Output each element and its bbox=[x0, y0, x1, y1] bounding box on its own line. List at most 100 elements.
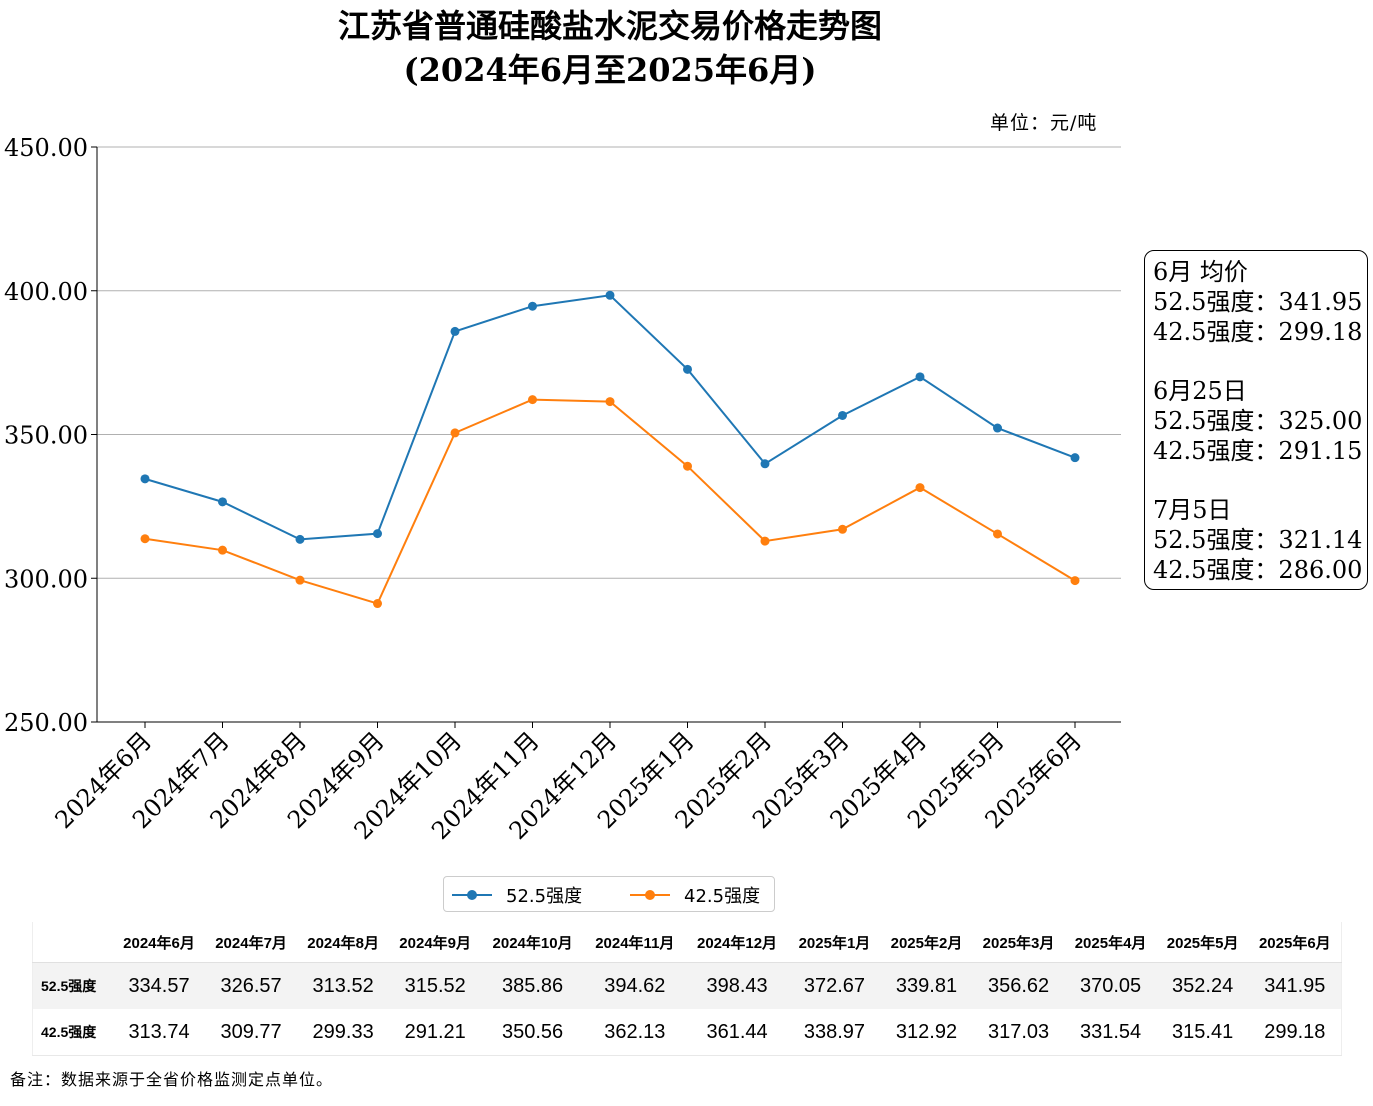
legend-label: 42.5强度 bbox=[684, 886, 761, 907]
data-point bbox=[1070, 453, 1080, 463]
table-cell: 398.43 bbox=[685, 962, 789, 1009]
table-cell: 339.81 bbox=[880, 962, 973, 1009]
series-line-52-5 bbox=[144, 294, 1076, 541]
y-tick-label: 450.00 bbox=[4, 134, 88, 162]
data-point bbox=[450, 428, 460, 438]
table-header: 2024年8月 bbox=[307, 934, 379, 952]
data-point bbox=[605, 290, 615, 300]
y-tick-label: 250.00 bbox=[4, 709, 88, 737]
data-point bbox=[760, 536, 770, 546]
legend-item-52-5: 52.5强度 bbox=[452, 883, 582, 907]
table-corner bbox=[33, 922, 114, 963]
table-header: 2025年4月 bbox=[1074, 934, 1147, 952]
legend-line-icon bbox=[452, 890, 492, 900]
table-cell: 299.18 bbox=[1248, 1009, 1342, 1056]
table-header: 2024年10月 bbox=[492, 934, 573, 952]
table-cell: 309.77 bbox=[205, 1009, 298, 1056]
info-block-june-avg: 6月 均价 52.5强度：341.95 42.5强度：299.18 bbox=[1153, 257, 1367, 347]
table-cell: 312.92 bbox=[880, 1009, 973, 1056]
table-cell: 313.74 bbox=[113, 1009, 206, 1056]
data-point bbox=[915, 483, 925, 493]
table-header: 2025年3月 bbox=[982, 934, 1055, 952]
table-header: 2024年12月 bbox=[697, 934, 778, 952]
data-point bbox=[838, 410, 847, 420]
data-point bbox=[993, 423, 1002, 433]
info-block-june-25: 6月25日 52.5强度：325.00 42.5强度：291.15 bbox=[1153, 376, 1367, 466]
data-point bbox=[450, 326, 460, 336]
table-cell: 313.52 bbox=[297, 962, 390, 1009]
price-info-box: 6月 均价 52.5强度：341.95 42.5强度：299.18 6月25日 … bbox=[1144, 250, 1368, 590]
data-point bbox=[683, 364, 692, 374]
table-cell: 338.97 bbox=[788, 1009, 881, 1056]
data-point bbox=[683, 461, 692, 471]
info-line: 52.5强度：325.00 bbox=[1153, 407, 1363, 435]
table-cell: 315.52 bbox=[389, 962, 482, 1009]
data-point bbox=[1070, 576, 1080, 586]
table-cell: 341.95 bbox=[1248, 962, 1342, 1009]
table-cell: 361.44 bbox=[685, 1009, 789, 1056]
info-line: 42.5强度：286.00 bbox=[1153, 556, 1363, 584]
data-point bbox=[528, 301, 537, 311]
legend-label: 52.5强度 bbox=[506, 886, 583, 907]
info-line: 42.5强度：291.15 bbox=[1153, 437, 1363, 465]
info-line: 52.5强度：341.95 bbox=[1153, 288, 1363, 316]
table-cell: 326.57 bbox=[205, 962, 298, 1009]
info-block-july-5: 7月5日 52.5强度：321.14 42.5强度：286.00 bbox=[1153, 495, 1367, 585]
table-header: 2025年5月 bbox=[1166, 934, 1239, 952]
data-point bbox=[528, 395, 537, 405]
row-label: 42.5强度 bbox=[32, 1009, 113, 1056]
data-point bbox=[838, 524, 847, 534]
table-header: 2024年7月 bbox=[215, 934, 287, 952]
table-cell: 394.62 bbox=[583, 962, 686, 1009]
table-header: 2024年11月 bbox=[595, 934, 675, 952]
info-line: 42.5强度：299.18 bbox=[1153, 318, 1363, 346]
data-point bbox=[915, 372, 925, 382]
info-heading: 7月5日 bbox=[1153, 496, 1232, 524]
y-tick-label: 400.00 bbox=[4, 278, 88, 306]
chart-legend: 52.5强度 42.5强度 bbox=[443, 876, 775, 912]
table-cell: 385.86 bbox=[481, 962, 584, 1009]
chart-title-line1: 江苏省普通硅酸盐水泥交易价格走势图 bbox=[337, 7, 882, 45]
chart-title-line2: (2024年6月至2025年6月) bbox=[403, 51, 817, 89]
unit-label: 单位：元/吨 bbox=[990, 112, 1098, 134]
table-row: 42.5强度 313.74 309.77 299.33 291.21 350.5… bbox=[32, 1009, 1342, 1056]
data-point bbox=[218, 497, 227, 507]
y-tick-label: 350.00 bbox=[4, 422, 88, 450]
table-cell: 315.41 bbox=[1156, 1009, 1249, 1056]
data-point bbox=[373, 599, 382, 609]
table-cell: 291.21 bbox=[389, 1009, 482, 1056]
table-cell: 334.57 bbox=[113, 962, 206, 1009]
table-header-row: 2024年6月 2024年7月 2024年8月 2024年9月 2024年10月… bbox=[33, 922, 1342, 963]
table-header: 2024年6月 bbox=[123, 934, 195, 952]
data-point bbox=[295, 575, 305, 585]
table-cell: 356.62 bbox=[972, 962, 1065, 1009]
data-point bbox=[295, 534, 305, 544]
data-point bbox=[993, 529, 1002, 539]
table-row: 52.5强度 334.57 326.57 313.52 315.52 385.8… bbox=[32, 962, 1342, 1009]
data-point bbox=[373, 529, 382, 539]
table-cell: 362.13 bbox=[583, 1009, 686, 1056]
info-heading: 6月 均价 bbox=[1153, 258, 1248, 286]
table-cell: 350.56 bbox=[481, 1009, 584, 1056]
data-point bbox=[605, 397, 615, 407]
legend-item-42-5: 42.5强度 bbox=[630, 883, 760, 907]
footnote: 备注：数据来源于全省价格监测定点单位。 bbox=[10, 1070, 334, 1089]
legend-line-icon bbox=[630, 890, 670, 900]
table-cell: 370.05 bbox=[1064, 962, 1157, 1009]
data-point bbox=[140, 534, 150, 544]
table-header: 2025年1月 bbox=[798, 934, 871, 952]
table-header: 2025年2月 bbox=[890, 934, 963, 952]
line-chart: 250.00300.00350.00400.00450.002024年6月202… bbox=[4, 134, 1121, 845]
table-header: 2024年9月 bbox=[399, 934, 472, 952]
chart-title: 江苏省普通硅酸盐水泥交易价格走势图 (2024年6月至2025年6月) bbox=[0, 4, 1220, 92]
table-cell: 299.33 bbox=[297, 1009, 390, 1056]
info-line: 52.5强度：321.14 bbox=[1153, 526, 1363, 554]
data-point bbox=[218, 545, 227, 555]
table-cell: 317.03 bbox=[972, 1009, 1065, 1056]
data-point bbox=[140, 474, 150, 484]
table-cell: 331.54 bbox=[1064, 1009, 1157, 1056]
info-heading: 6月25日 bbox=[1153, 377, 1247, 405]
data-table: 2024年6月 2024年7月 2024年8月 2024年9月 2024年10月… bbox=[32, 922, 1342, 1056]
table-cell: 372.67 bbox=[788, 962, 881, 1009]
row-label: 52.5强度 bbox=[32, 962, 113, 1009]
